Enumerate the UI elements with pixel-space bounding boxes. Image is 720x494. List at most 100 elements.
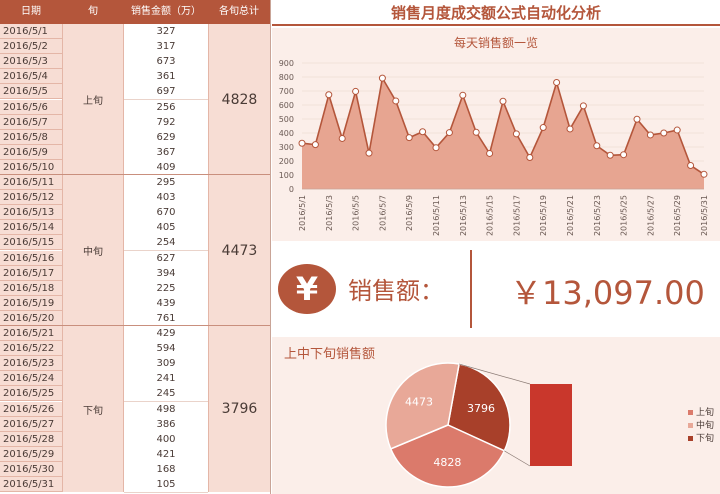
slice-label: 3796 [467,402,495,415]
table-row: 2016/5/22 594 [0,341,270,358]
row-date[interactable]: 2016/5/28 [0,431,62,447]
x-tick-label: 2016/5/13 [459,195,468,236]
row-date[interactable]: 2016/5/2 [0,39,62,55]
row-amount[interactable]: 394 [124,265,208,282]
x-tick-label: 2016/5/23 [593,195,602,236]
data-point [646,131,654,139]
row-amount[interactable]: 225 [124,280,208,297]
data-point [392,97,400,105]
row-date[interactable]: 2016/5/14 [0,220,62,236]
y-tick-label: 0 [289,185,294,194]
row-amount[interactable]: 327 [124,24,208,40]
group-total[interactable]: 4473 [208,175,270,326]
row-date[interactable]: 2016/5/26 [0,401,62,417]
row-date[interactable]: 2016/5/5 [0,84,62,100]
row-date[interactable]: 2016/5/22 [0,341,62,357]
data-point [378,74,386,82]
daily-sales-chart: 0 100 200 300 400 500 600 700 800 900 2016/5/1 2016… [279,59,709,236]
row-date[interactable]: 2016/5/12 [0,190,62,206]
row-date[interactable]: 2016/5/4 [0,69,62,85]
data-point [606,151,614,159]
group-total[interactable]: 3796 [208,326,270,493]
row-date[interactable]: 2016/5/10 [0,159,62,175]
row-amount[interactable]: 367 [124,144,208,161]
row-amount[interactable]: 309 [124,356,208,373]
sales-table: 日期 旬 销售金额（万） 各旬总计 2016/5/1 327 2016/5/2 317… [0,0,271,494]
row-date[interactable]: 2016/5/11 [0,175,62,190]
table-row: 2016/5/10 409 [0,159,270,176]
row-amount[interactable]: 627 [124,250,208,267]
row-amount[interactable]: 403 [124,190,208,207]
header-date: 日期 [21,6,41,17]
row-amount[interactable]: 105 [124,477,208,493]
table-row: 2016/5/19 439 [0,295,270,312]
row-date[interactable]: 2016/5/29 [0,446,62,462]
row-date[interactable]: 2016/5/6 [0,99,62,115]
row-date[interactable]: 2016/5/17 [0,265,62,281]
legend-item-middle: 中旬 [688,418,714,431]
row-amount[interactable]: 405 [124,220,208,237]
x-tick-label: 2016/5/15 [486,195,495,236]
row-date[interactable]: 2016/5/21 [0,326,62,341]
row-date[interactable]: 2016/5/1 [0,24,62,39]
row-amount[interactable]: 254 [124,235,208,252]
data-point [352,87,360,95]
legend-swatch-lower [688,436,693,441]
row-date[interactable]: 2016/5/20 [0,310,62,326]
group-total[interactable]: 4828 [208,24,270,175]
header-xun: 旬 [88,6,98,17]
row-amount[interactable]: 245 [124,386,208,403]
row-date[interactable]: 2016/5/3 [0,54,62,70]
row-amount[interactable]: 498 [124,401,208,418]
table-row: 2016/5/6 256 [0,99,270,116]
row-amount[interactable]: 400 [124,431,208,448]
row-date[interactable]: 2016/5/25 [0,386,62,402]
data-point [432,144,440,152]
row-date[interactable]: 2016/5/18 [0,280,62,296]
slice-label: 4828 [433,456,461,469]
table-row: 2016/5/12 403 [0,190,270,207]
row-amount[interactable]: 439 [124,295,208,312]
row-amount[interactable]: 670 [124,205,208,222]
row-date[interactable]: 2016/5/27 [0,416,62,432]
row-date[interactable]: 2016/5/9 [0,144,62,160]
row-date[interactable]: 2016/5/13 [0,205,62,221]
y-tick-label: 700 [279,87,294,96]
group-xun[interactable]: 下旬 [62,326,124,493]
row-amount[interactable]: 792 [124,114,208,131]
x-tick-label: 2016/5/21 [566,195,575,236]
row-date[interactable]: 2016/5/19 [0,295,62,311]
row-amount[interactable]: 594 [124,341,208,358]
row-amount[interactable]: 429 [124,326,208,342]
data-point [660,129,668,137]
row-date[interactable]: 2016/5/30 [0,461,62,477]
row-amount[interactable]: 386 [124,416,208,433]
row-amount[interactable]: 295 [124,175,208,191]
y-tick-label: 800 [279,73,294,82]
group-xun[interactable]: 中旬 [62,175,124,326]
row-amount[interactable]: 673 [124,54,208,71]
row-amount[interactable]: 697 [124,84,208,101]
x-tick-label: 2016/5/27 [646,195,655,236]
row-amount[interactable]: 361 [124,69,208,86]
header-total: 各旬总计 [219,6,259,17]
connector-line [504,450,531,467]
table-row: 2016/5/9 367 [0,144,270,161]
row-date[interactable]: 2016/5/15 [0,235,62,251]
row-date[interactable]: 2016/5/16 [0,250,62,266]
row-date[interactable]: 2016/5/7 [0,114,62,130]
row-date[interactable]: 2016/5/31 [0,477,62,492]
row-amount[interactable]: 317 [124,39,208,56]
data-point [298,139,306,147]
table-row: 2016/5/13 670 [0,205,270,222]
row-date[interactable]: 2016/5/24 [0,371,62,387]
row-amount[interactable]: 241 [124,371,208,388]
data-point [486,149,494,157]
row-amount[interactable]: 629 [124,129,208,146]
row-amount[interactable]: 168 [124,461,208,478]
row-amount[interactable]: 421 [124,446,208,463]
row-date[interactable]: 2016/5/8 [0,129,62,145]
row-amount[interactable]: 256 [124,99,208,116]
group-xun[interactable]: 上旬 [62,24,124,175]
row-date[interactable]: 2016/5/23 [0,356,62,372]
